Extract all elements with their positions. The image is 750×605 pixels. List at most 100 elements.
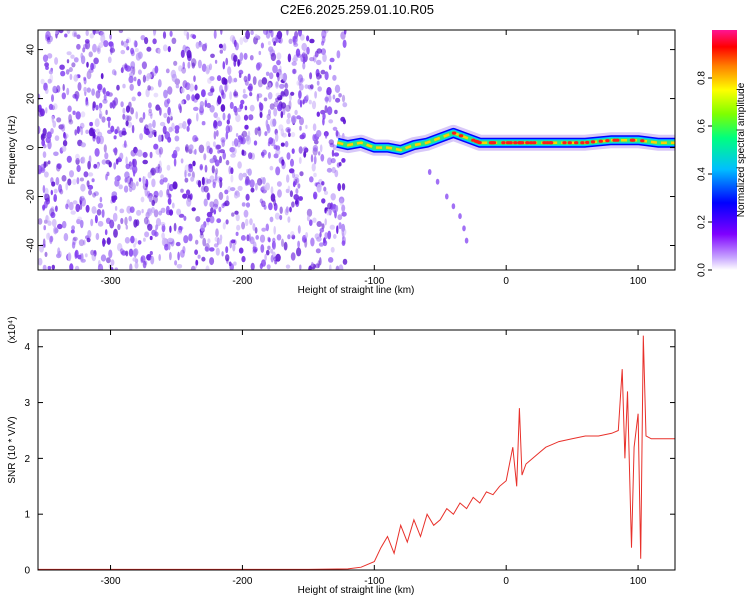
noise-point bbox=[113, 162, 117, 170]
noise-point bbox=[101, 159, 107, 165]
x-tick-label: -100 bbox=[364, 576, 384, 587]
noise-point bbox=[240, 235, 246, 241]
noise-point bbox=[158, 210, 163, 216]
noise-point bbox=[197, 254, 201, 259]
noise-point bbox=[324, 96, 329, 102]
noise-point bbox=[275, 81, 279, 89]
noise-point bbox=[266, 249, 270, 256]
noise-point bbox=[88, 51, 93, 58]
noise-point bbox=[142, 151, 148, 158]
noise-point bbox=[61, 92, 66, 100]
noise-point bbox=[229, 240, 232, 249]
noise-point bbox=[292, 57, 298, 63]
noise-point bbox=[305, 124, 308, 129]
noise-point bbox=[70, 210, 76, 215]
noise-point bbox=[87, 230, 92, 239]
noise-point bbox=[289, 190, 293, 198]
secondary-trace-point bbox=[427, 169, 432, 175]
noise-point bbox=[211, 165, 215, 174]
noise-point bbox=[260, 244, 265, 253]
noise-point bbox=[136, 209, 142, 216]
noise-point bbox=[68, 119, 74, 125]
x-tick-label: -100 bbox=[364, 276, 384, 287]
noise-point bbox=[140, 255, 146, 263]
noise-point bbox=[316, 130, 322, 138]
noise-point bbox=[287, 128, 291, 133]
noise-point bbox=[201, 63, 207, 72]
noise-point bbox=[286, 30, 289, 36]
noise-point bbox=[189, 193, 193, 201]
noise-point bbox=[316, 72, 321, 80]
noise-point bbox=[233, 54, 238, 63]
noise-point bbox=[342, 258, 348, 265]
noise-point bbox=[152, 119, 156, 129]
noise-point bbox=[133, 243, 136, 248]
noise-point bbox=[204, 246, 209, 252]
noise-point bbox=[328, 64, 332, 71]
noise-point bbox=[42, 205, 45, 212]
noise-point bbox=[273, 256, 279, 262]
noise-point bbox=[137, 51, 143, 59]
noise-point bbox=[209, 105, 215, 113]
noise-point bbox=[297, 183, 301, 189]
noise-point bbox=[148, 108, 152, 114]
noise-point bbox=[180, 100, 185, 105]
noise-point bbox=[153, 143, 159, 150]
noise-point bbox=[201, 89, 206, 98]
noise-point bbox=[270, 52, 277, 62]
noise-point bbox=[327, 230, 332, 240]
noise-point bbox=[80, 253, 84, 262]
noise-point bbox=[130, 65, 134, 74]
noise-point bbox=[51, 264, 55, 270]
noise-point bbox=[46, 39, 52, 45]
noise-point bbox=[244, 79, 249, 86]
noise-point bbox=[167, 136, 172, 143]
noise-point bbox=[269, 72, 274, 80]
noise-point bbox=[322, 117, 325, 126]
noise-point bbox=[171, 202, 175, 209]
noise-point bbox=[236, 224, 241, 231]
noise-point bbox=[208, 63, 213, 71]
noise-point bbox=[193, 106, 199, 111]
noise-point bbox=[151, 199, 155, 206]
noise-point bbox=[298, 30, 302, 37]
noise-point bbox=[266, 126, 271, 134]
noise-point bbox=[97, 263, 104, 270]
noise-point bbox=[221, 89, 225, 99]
noise-point bbox=[46, 232, 50, 240]
noise-point bbox=[183, 235, 189, 244]
noise-point bbox=[106, 116, 112, 122]
noise-point bbox=[241, 202, 246, 207]
noise-point bbox=[207, 192, 211, 201]
noise-point bbox=[72, 178, 77, 185]
noise-point bbox=[290, 252, 296, 261]
noise-point bbox=[133, 76, 137, 82]
noise-point bbox=[333, 234, 337, 239]
noise-point bbox=[47, 232, 51, 239]
noise-point bbox=[175, 84, 180, 89]
noise-point bbox=[237, 185, 243, 191]
noise-point bbox=[186, 189, 191, 196]
noise-point bbox=[118, 184, 123, 190]
noise-point bbox=[150, 167, 156, 176]
noise-point bbox=[38, 257, 43, 266]
noise-point bbox=[252, 223, 256, 231]
noise-point bbox=[253, 140, 258, 146]
noise-point bbox=[280, 102, 287, 109]
noise-point bbox=[132, 158, 137, 168]
noise-point bbox=[91, 88, 95, 96]
noise-point bbox=[209, 158, 215, 164]
noise-point bbox=[225, 246, 229, 254]
noise-point bbox=[311, 100, 317, 110]
noise-point bbox=[274, 212, 280, 220]
noise-point bbox=[42, 151, 47, 159]
noise-point bbox=[119, 208, 125, 214]
noise-point bbox=[150, 255, 155, 265]
noise-point bbox=[321, 40, 325, 46]
noise-point bbox=[225, 57, 229, 66]
noise-point bbox=[320, 154, 325, 162]
noise-point bbox=[173, 60, 178, 66]
noise-point bbox=[180, 49, 185, 59]
noise-point bbox=[143, 217, 149, 225]
noise-point bbox=[324, 207, 329, 212]
